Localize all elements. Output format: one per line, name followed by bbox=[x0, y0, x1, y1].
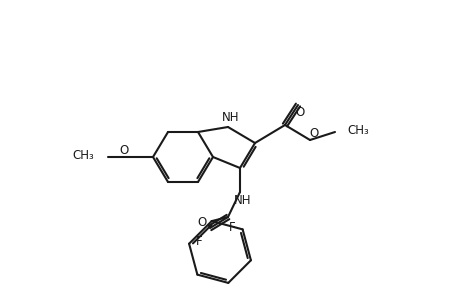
Text: CH₃: CH₃ bbox=[72, 148, 94, 161]
Text: O: O bbox=[197, 217, 206, 230]
Text: O: O bbox=[309, 127, 318, 140]
Text: O: O bbox=[295, 106, 304, 118]
Text: CH₃: CH₃ bbox=[346, 124, 368, 136]
Text: F: F bbox=[196, 235, 202, 248]
Text: O: O bbox=[119, 143, 129, 157]
Text: F: F bbox=[229, 221, 235, 234]
Text: NH: NH bbox=[234, 194, 251, 206]
Text: NH: NH bbox=[222, 110, 239, 124]
